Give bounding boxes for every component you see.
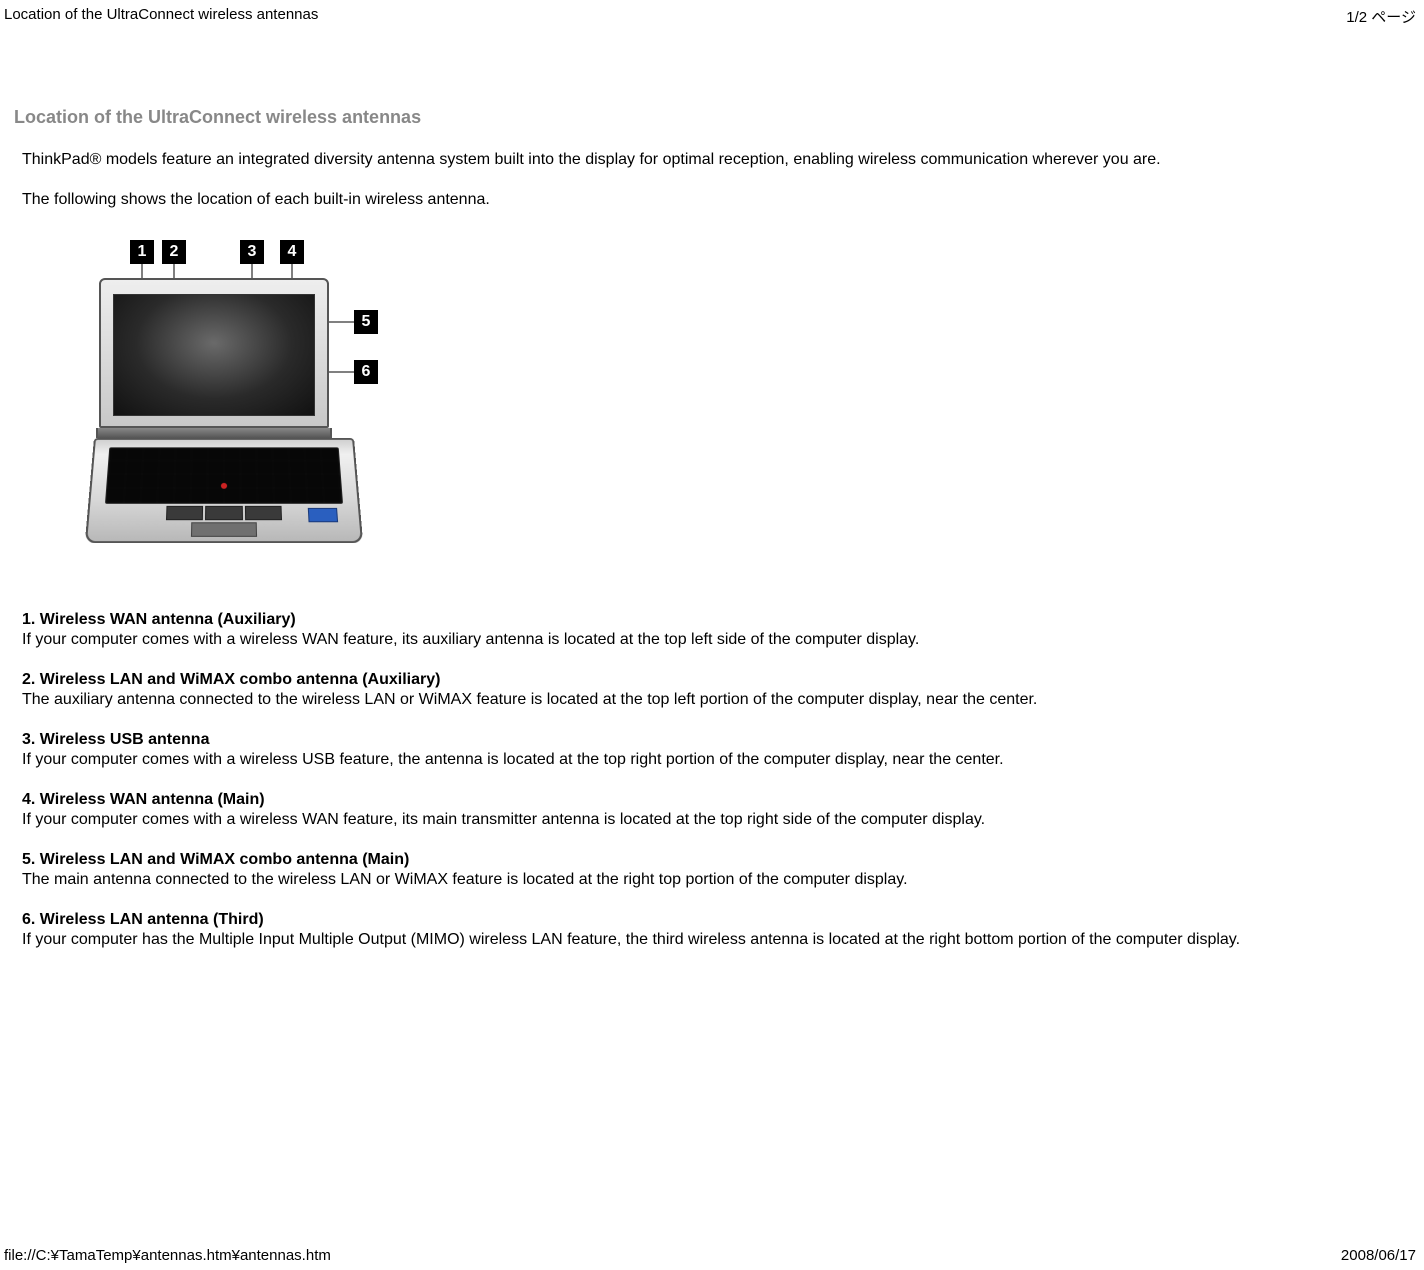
print-footer-date: 2008/06/17 bbox=[1341, 1247, 1416, 1264]
item-4: 4. Wireless WAN antenna (Main) If your c… bbox=[14, 790, 1410, 830]
laptop-keyboard bbox=[105, 447, 343, 504]
lead-1 bbox=[141, 264, 143, 278]
trackpoint-icon bbox=[221, 483, 227, 489]
thinkvantage-button bbox=[308, 508, 338, 522]
palmrest-buttons bbox=[166, 506, 282, 520]
item-4-title: 4. Wireless WAN antenna (Main) bbox=[22, 791, 265, 808]
item-5: 5. Wireless LAN and WiMAX combo antenna … bbox=[14, 850, 1410, 890]
item-5-title: 5. Wireless LAN and WiMAX combo antenna … bbox=[22, 851, 409, 868]
item-2-body: The auxiliary antenna connected to the w… bbox=[22, 691, 1037, 708]
diagram-container: 1 2 3 4 5 6 bbox=[14, 230, 1410, 610]
callout-4: 4 bbox=[280, 240, 304, 264]
print-header-title: Location of the UltraConnect wireless an… bbox=[4, 6, 318, 27]
section-title: Location of the UltraConnect wireless an… bbox=[14, 107, 1410, 128]
touchpad bbox=[191, 522, 257, 537]
item-3-body: If your computer comes with a wireless U… bbox=[22, 751, 1004, 768]
item-6: 6. Wireless LAN antenna (Third) If your … bbox=[14, 910, 1410, 950]
intro-paragraph-2: The following shows the location of each… bbox=[14, 190, 1410, 210]
item-1-title: 1. Wireless WAN antenna (Auxiliary) bbox=[22, 611, 296, 628]
laptop-illustration bbox=[94, 278, 334, 544]
callout-3: 3 bbox=[240, 240, 264, 264]
item-1: 1. Wireless WAN antenna (Auxiliary) If y… bbox=[14, 610, 1410, 650]
item-1-body: If your computer comes with a wireless W… bbox=[22, 631, 919, 648]
lead-4 bbox=[291, 264, 293, 278]
page: Location of the UltraConnect wireless an… bbox=[0, 0, 1424, 1270]
callout-2: 2 bbox=[162, 240, 186, 264]
item-2-title: 2. Wireless LAN and WiMAX combo antenna … bbox=[22, 671, 440, 688]
item-3: 3. Wireless USB antenna If your computer… bbox=[14, 730, 1410, 770]
lead-3 bbox=[251, 264, 253, 278]
item-5-body: The main antenna connected to the wirele… bbox=[22, 871, 908, 888]
item-2: 2. Wireless LAN and WiMAX combo antenna … bbox=[14, 670, 1410, 710]
content-area: Location of the UltraConnect wireless an… bbox=[0, 27, 1424, 950]
antenna-diagram: 1 2 3 4 5 6 bbox=[54, 240, 394, 570]
print-footer: file://C:¥TamaTemp¥antennas.htm¥antennas… bbox=[4, 1247, 1416, 1264]
item-4-body: If your computer comes with a wireless W… bbox=[22, 811, 985, 828]
print-header-page: 1/2 ページ bbox=[1346, 6, 1416, 27]
item-3-title: 3. Wireless USB antenna bbox=[22, 731, 209, 748]
callout-1: 1 bbox=[130, 240, 154, 264]
laptop-lid bbox=[99, 278, 329, 428]
intro-paragraph-1: ThinkPad® models feature an integrated d… bbox=[14, 150, 1410, 170]
print-header: Location of the UltraConnect wireless an… bbox=[0, 0, 1424, 27]
lead-2 bbox=[173, 264, 175, 278]
laptop-hinge bbox=[96, 428, 332, 438]
callout-6: 6 bbox=[354, 360, 378, 384]
laptop-screen bbox=[113, 294, 315, 416]
print-footer-path: file://C:¥TamaTemp¥antennas.htm¥antennas… bbox=[4, 1247, 331, 1264]
item-6-body: If your computer has the Multiple Input … bbox=[22, 931, 1240, 948]
laptop-base bbox=[85, 438, 363, 543]
item-6-title: 6. Wireless LAN antenna (Third) bbox=[22, 911, 264, 928]
callout-5: 5 bbox=[354, 310, 378, 334]
